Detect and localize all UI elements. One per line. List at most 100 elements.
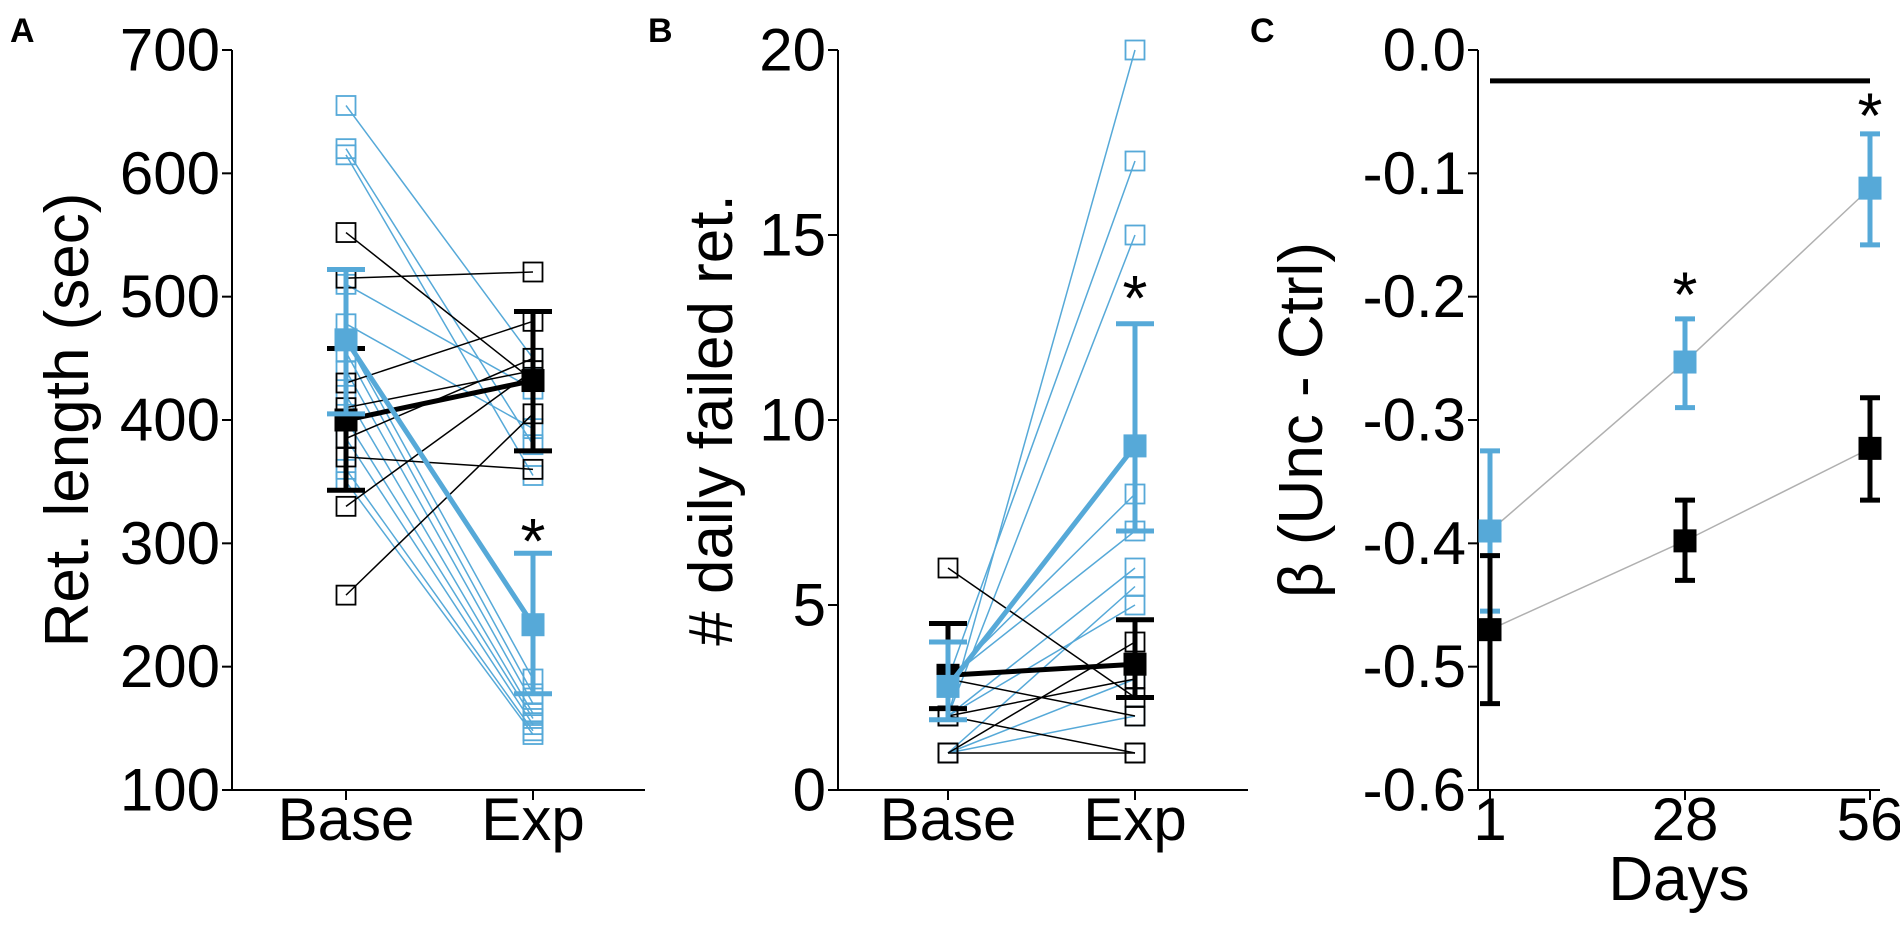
group-means	[327, 267, 552, 697]
subject-point-exp	[1124, 742, 1146, 764]
subject-point-exp	[1124, 224, 1146, 246]
y-tick-label: 15	[759, 202, 826, 269]
mean-point-experimental	[334, 328, 358, 352]
subject-line	[947, 567, 1136, 717]
subject-line	[345, 370, 534, 705]
subject-line	[345, 456, 534, 471]
x-tick-label: 56	[1837, 786, 1900, 853]
mean-line-experimental	[343, 338, 536, 627]
subject-point-exp	[522, 458, 544, 480]
subject-point-base	[335, 144, 357, 166]
subject-point-base	[937, 557, 959, 579]
series-point-experimental	[1858, 176, 1882, 200]
panel-c: 0.0 -0.1 -0.2 -0.3 -0.4 -0.5 -0.6 1 28 56 β (Unc -…	[1267, 17, 1900, 915]
individual-subjects	[937, 39, 1146, 764]
series-group	[1478, 131, 1882, 707]
panel-b: 0 5 10 15 20 Base Exp # daily failed ret. *	[677, 17, 1248, 853]
y-tick-label: -0.1	[1363, 140, 1466, 207]
significance-marker: *	[1673, 259, 1698, 331]
panel-letter-a: A	[10, 12, 35, 50]
significance-marker: *	[521, 505, 546, 577]
mean-point-experimental	[936, 674, 960, 698]
y-tick-label: 10	[759, 387, 826, 454]
subject-point-base	[335, 584, 357, 606]
subject-line	[947, 678, 1136, 754]
subject-point-exp	[522, 261, 544, 283]
subject-line	[345, 413, 534, 596]
mean-point-control	[521, 369, 545, 393]
x-tick-label: Exp	[481, 786, 584, 853]
y-tick-label: 100	[120, 757, 220, 824]
subject-line	[345, 231, 534, 382]
subject-line	[345, 339, 534, 680]
subject-point-exp	[522, 724, 544, 745]
subject-line	[947, 567, 1136, 699]
y-tick-label: 0.0	[1383, 17, 1466, 84]
subject-point-base	[937, 742, 959, 764]
group-means	[929, 321, 1154, 723]
subject-line	[947, 160, 1136, 680]
x-tick-label: Base	[880, 786, 1017, 853]
mean-point-experimental	[521, 613, 545, 637]
series-point-control	[1673, 529, 1697, 553]
subject-line	[345, 320, 534, 384]
subject-line	[345, 271, 534, 279]
subject-line	[345, 468, 534, 732]
subject-line	[345, 154, 534, 476]
subject-line	[345, 394, 534, 714]
y-tick-label: 5	[793, 572, 826, 639]
y-tick-label: -0.2	[1363, 263, 1466, 330]
subject-line	[947, 715, 1136, 754]
significance-marker: *	[1123, 262, 1148, 334]
mean-line-experimental	[946, 444, 1137, 688]
y-axis-title: β (Unc - Ctrl)	[1267, 242, 1336, 598]
y-tick-label: 200	[120, 633, 220, 700]
y-tick-label: -0.5	[1363, 633, 1466, 700]
series-point-control	[1858, 436, 1882, 460]
y-tick-label: 700	[120, 17, 220, 84]
y-tick-label: 500	[120, 263, 220, 330]
subject-line	[345, 438, 534, 726]
y-tick-label: 20	[759, 17, 826, 84]
error-bar-experimental	[1116, 321, 1154, 534]
subject-point-base	[335, 222, 357, 243]
subject-line	[345, 148, 534, 446]
mean-line-control	[345, 378, 534, 423]
mean-point-control	[1123, 652, 1147, 676]
subject-line	[947, 604, 1136, 717]
panel-a: 100 200 300 400 500 600 700 Base Exp Ret. length …	[33, 17, 645, 853]
mean-point-experimental	[1123, 434, 1147, 458]
subject-point-exp	[1124, 150, 1146, 172]
y-axis-title: Ret. length (sec)	[33, 193, 102, 648]
subject-point-base	[335, 95, 357, 116]
y-tick-label: -0.4	[1363, 510, 1466, 577]
x-tick-label: 28	[1652, 786, 1719, 853]
subject-line	[947, 49, 1136, 717]
subject-line	[345, 370, 534, 507]
subject-line	[947, 678, 1136, 717]
x-tick-label: Base	[278, 786, 415, 853]
subject-line	[345, 323, 534, 430]
series-point-experimental	[1673, 350, 1697, 374]
subject-line	[947, 530, 1136, 680]
panel-letter-b: B	[648, 12, 673, 50]
y-tick-label: 400	[120, 387, 220, 454]
subject-point-exp	[1124, 705, 1146, 727]
subject-line	[345, 105, 534, 359]
subject-line	[345, 419, 534, 719]
y-tick-label: 0	[793, 757, 826, 824]
mean-line-control	[947, 661, 1136, 678]
subject-line	[947, 234, 1136, 717]
y-tick-label: 600	[120, 140, 220, 207]
individual-subjects	[335, 95, 544, 745]
y-tick-label: 300	[120, 510, 220, 577]
subject-point-exp	[1124, 594, 1146, 616]
x-tick-label: 1	[1473, 786, 1506, 853]
series-point-control	[1478, 618, 1502, 642]
y-tick-label: -0.6	[1363, 757, 1466, 824]
panel-letter-c: C	[1250, 12, 1275, 50]
y-axis-title: # daily failed ret.	[677, 194, 746, 645]
subject-point-base	[335, 495, 357, 517]
